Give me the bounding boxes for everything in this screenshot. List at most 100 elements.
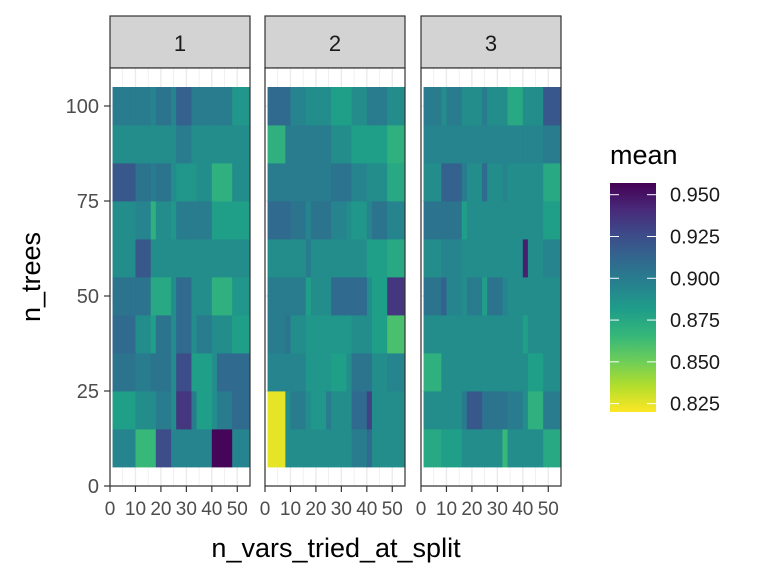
heatmap-tile	[351, 429, 368, 468]
facet-strip	[264, 15, 406, 69]
heatmap-tile	[270, 239, 286, 278]
heatmap-tile	[112, 277, 116, 316]
heatmap-tile	[216, 201, 233, 240]
heatmap-tile	[285, 239, 291, 278]
x-tick-label: 40	[201, 499, 222, 520]
heatmap-tile	[466, 201, 483, 240]
heatmap-tile	[371, 125, 388, 164]
heatmap-tile	[522, 87, 529, 126]
heatmap-tile	[331, 353, 347, 392]
x-tick-label: 50	[382, 499, 403, 520]
heatmap-tile	[112, 163, 116, 202]
heatmap-tile	[211, 87, 218, 126]
heatmap-tile	[423, 315, 427, 354]
heatmap-tile	[237, 353, 251, 392]
heatmap-tile	[211, 353, 218, 392]
heatmap-tile	[423, 391, 427, 430]
heatmap-tile	[305, 315, 312, 354]
heatmap-tile	[366, 125, 373, 164]
heatmap-tile	[482, 277, 488, 316]
heatmap-tile	[441, 87, 447, 126]
heatmap-tile	[543, 353, 549, 392]
heatmap-tile	[502, 315, 508, 354]
heatmap-tile	[191, 201, 197, 240]
heatmap-tile	[171, 391, 177, 430]
heatmap-tile	[446, 277, 463, 316]
heatmap-tile	[285, 391, 291, 430]
heatmap-tile	[502, 277, 508, 316]
facet-strip-label: 2	[329, 31, 341, 56]
heatmap-tile	[155, 277, 172, 316]
heatmap-tile	[461, 277, 468, 316]
legend-label: 0.900	[670, 268, 720, 290]
heatmap-tile	[441, 315, 447, 354]
heatmap-tile	[155, 125, 172, 164]
heatmap-tile	[171, 125, 177, 164]
heatmap-tile	[351, 125, 368, 164]
heatmap-tile	[441, 201, 447, 240]
heatmap-tile	[176, 239, 192, 278]
heatmap-tile	[196, 163, 213, 202]
heatmap-tile	[196, 239, 213, 278]
heatmap-tile	[387, 125, 393, 164]
heatmap-tile	[191, 353, 197, 392]
heatmap-tile	[366, 277, 373, 316]
heatmap-tile	[176, 429, 192, 468]
heatmap-tile	[155, 87, 172, 126]
x-tick-label: 40	[356, 499, 377, 520]
heatmap-tile	[446, 201, 463, 240]
heatmap-tile	[507, 201, 524, 240]
heatmap-tile	[346, 277, 352, 316]
heatmap-tile	[543, 201, 549, 240]
heatmap-tile	[426, 429, 442, 468]
heatmap-tile	[487, 87, 503, 126]
heatmap-tile	[237, 87, 251, 126]
heatmap-tile	[392, 239, 406, 278]
heatmap-tile	[487, 277, 503, 316]
heatmap-tile	[466, 87, 483, 126]
heatmap-tile	[326, 429, 332, 468]
x-tick-label: 40	[512, 499, 533, 520]
heatmap-tile	[426, 391, 442, 430]
heatmap-tile	[237, 125, 251, 164]
heatmap-tile	[310, 87, 327, 126]
heatmap-tile	[305, 353, 312, 392]
heatmap-tile	[446, 239, 463, 278]
heatmap-tile	[326, 163, 332, 202]
legend-label: 0.925	[670, 226, 720, 248]
heatmap-tile	[392, 163, 406, 202]
heatmap-tile	[548, 87, 562, 126]
heatmap-tile	[522, 201, 529, 240]
y-tick-label: 0	[88, 476, 99, 498]
heatmap-tile	[461, 87, 468, 126]
heatmap-tile	[112, 125, 116, 164]
heatmap-tile	[423, 429, 427, 468]
heatmap-tile	[346, 201, 352, 240]
heatmap-tile	[216, 125, 233, 164]
heatmap-tile	[548, 315, 562, 354]
heatmap-tile	[290, 429, 307, 468]
heatmap-tile	[527, 277, 544, 316]
x-tick-label: 20	[461, 499, 482, 520]
x-tick-label: 10	[125, 499, 146, 520]
heatmap-tile	[446, 429, 463, 468]
heatmap-tile	[130, 201, 136, 240]
heatmap-tile	[527, 163, 544, 202]
heatmap-tile	[196, 277, 213, 316]
heatmap-tile	[371, 391, 388, 430]
heatmap-tile	[267, 391, 271, 430]
heatmap-tile	[211, 391, 218, 430]
heatmap-tile	[237, 239, 251, 278]
heatmap-tile	[346, 353, 352, 392]
heatmap-tile	[482, 239, 488, 278]
heatmap-tile	[522, 391, 529, 430]
heatmap-tile	[267, 315, 271, 354]
heatmap-tile	[285, 277, 291, 316]
heatmap-tile	[331, 201, 347, 240]
heatmap-tile	[112, 315, 116, 354]
heatmap-tile	[232, 87, 238, 126]
legend-title: mean	[610, 140, 678, 170]
heatmap-tile	[507, 87, 524, 126]
legend-colorbar	[610, 183, 656, 412]
